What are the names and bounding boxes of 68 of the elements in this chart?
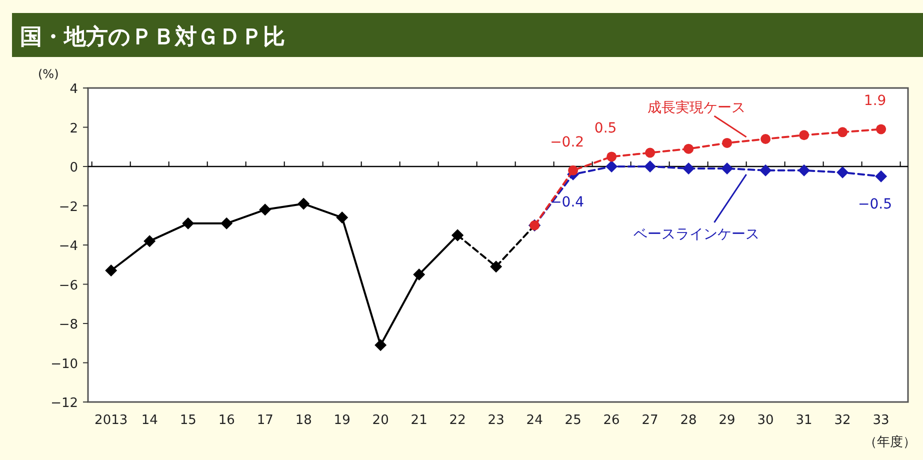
y-tick-label: 0 — [70, 160, 78, 176]
point — [452, 229, 464, 242]
x-tick-label: 21 — [410, 413, 428, 428]
y-tick-label: −6 — [58, 278, 78, 294]
x-tick-label: 31 — [796, 413, 812, 428]
chart-title: 国・地方のＰＢ対ＧＤＰ比 — [20, 24, 285, 50]
annotation: 1.9 — [864, 93, 886, 110]
y-tick-label: −8 — [58, 318, 78, 332]
point — [721, 162, 734, 174]
y-tick-label: 4 — [70, 82, 78, 97]
y-tick-label: −10 — [50, 356, 78, 372]
x-tick-label: 25 — [564, 413, 582, 428]
point — [644, 160, 656, 172]
point — [682, 162, 695, 174]
x-tick-label: 17 — [256, 413, 274, 428]
x-tick-label: 18 — [295, 413, 312, 428]
y-axis-title: (%) — [38, 67, 59, 81]
x-tick-label: 26 — [603, 413, 620, 428]
point — [259, 204, 272, 216]
point — [799, 130, 810, 140]
y-tick-label: 2 — [70, 121, 78, 136]
point — [298, 198, 310, 210]
point — [568, 165, 578, 176]
point — [722, 138, 732, 148]
x-tick-label: 33 — [872, 413, 890, 428]
x-tick-label: 30 — [757, 413, 774, 428]
x-tick-label: 24 — [526, 413, 543, 428]
text: ベースラインケース — [633, 226, 760, 242]
x-tick-label: 28 — [680, 413, 697, 428]
point — [144, 235, 156, 248]
annotation: −0.5 — [858, 196, 892, 212]
annotation: −0.2 — [550, 134, 584, 150]
x-tick-label: 19 — [334, 413, 350, 428]
x-tick-label: 29 — [718, 413, 736, 428]
point — [220, 217, 233, 230]
point — [838, 127, 848, 138]
point — [876, 124, 886, 134]
point — [413, 268, 426, 280]
x-tick-label: 23 — [488, 413, 504, 428]
point — [336, 212, 348, 224]
x-tick-label: 20 — [372, 413, 389, 428]
x-tick-label: 32 — [834, 413, 851, 428]
point — [105, 264, 118, 277]
point — [684, 144, 694, 154]
x-tick-label: 2013 — [94, 413, 128, 428]
x-tick-label: 16 — [218, 413, 235, 428]
x-tick-label: 15 — [180, 413, 196, 428]
point — [645, 148, 656, 158]
annotation: −0.4 — [550, 194, 584, 210]
point — [836, 166, 849, 178]
point — [606, 160, 618, 172]
point — [374, 339, 387, 352]
point — [606, 152, 617, 162]
x-tick-label: 22 — [449, 413, 466, 428]
point — [490, 260, 502, 273]
series-label: 成長実現ケース — [647, 100, 746, 116]
point — [760, 134, 771, 144]
x-axis-title: （年度） — [864, 434, 916, 450]
point — [182, 217, 194, 230]
y-tick-label: −4 — [58, 239, 78, 254]
y-tick-label: −2 — [58, 200, 78, 215]
x-tick-label: 27 — [642, 413, 658, 428]
annotation: 0.5 — [594, 120, 617, 137]
x-tick-label: 14 — [141, 413, 158, 428]
point — [875, 170, 888, 182]
y-tick-label: −12 — [50, 396, 78, 411]
point — [798, 164, 810, 176]
point — [760, 164, 772, 176]
